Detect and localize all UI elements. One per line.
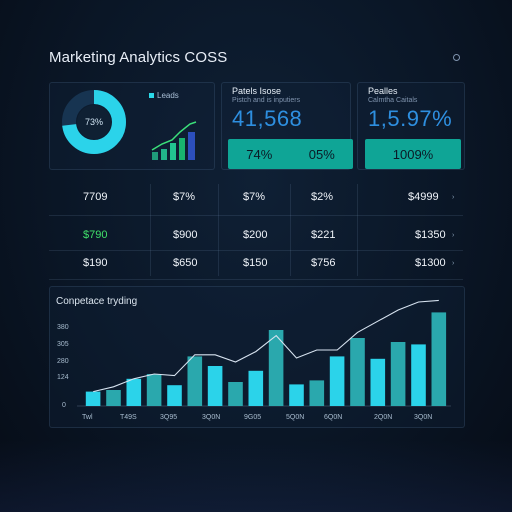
table-divider xyxy=(49,250,463,251)
legend: Leads xyxy=(149,91,179,100)
table-col-divider xyxy=(150,184,151,276)
y-tick-label: 305 xyxy=(57,341,69,348)
table-col-divider xyxy=(290,184,291,276)
table-cell: 7709 xyxy=(83,191,108,203)
table-cell: $150 xyxy=(243,257,268,269)
y-tick-label: 380 xyxy=(57,324,69,331)
table-cell: $7% xyxy=(243,191,266,203)
legend-swatch xyxy=(149,93,154,98)
trend-bar xyxy=(309,380,325,406)
trend-title: Conpetace tryding xyxy=(56,296,138,307)
y-tick-label: 0 xyxy=(62,402,66,409)
trend-bar xyxy=(207,366,223,406)
x-tick-label: 5Q0N xyxy=(286,414,305,421)
chevron-icon[interactable]: › xyxy=(452,260,455,267)
background-glow xyxy=(0,440,512,512)
donut-arc xyxy=(62,90,126,154)
trend-bar xyxy=(106,390,121,406)
table-cell: $4999 xyxy=(408,191,439,203)
donut-chart xyxy=(62,90,126,154)
kpi-1-pill-b: 05% xyxy=(308,146,335,162)
table-cell: $200 xyxy=(243,229,268,241)
mini-bar xyxy=(170,143,176,160)
x-tick-label: 2Q0N xyxy=(374,414,393,421)
trend-bar xyxy=(289,384,304,406)
x-tick-label: T49S xyxy=(120,414,137,421)
table-divider xyxy=(49,215,463,216)
table-cell: $221 xyxy=(311,229,336,241)
trend-bar xyxy=(370,358,386,406)
trend-bar xyxy=(431,312,447,406)
kpi-2-pill-a: 1009% xyxy=(392,146,434,162)
chevron-icon[interactable]: › xyxy=(452,194,455,201)
y-tick-label: 280 xyxy=(57,358,69,365)
trend-bar xyxy=(146,374,162,406)
mini-bar xyxy=(161,149,167,160)
trend-bar xyxy=(350,338,365,406)
table-cell: $756 xyxy=(311,257,336,269)
table-cell: $1350 xyxy=(415,229,446,241)
donut-center-label: 73% xyxy=(84,117,103,127)
legend-label: Leads xyxy=(157,91,179,100)
trend-bar xyxy=(248,370,264,406)
table-cell: $790 xyxy=(83,229,108,241)
trend-bar xyxy=(187,356,203,406)
kpi-2-value: 1,5.97% xyxy=(368,106,453,131)
mini-trend-line xyxy=(151,121,197,151)
mini-bar xyxy=(152,152,158,160)
x-tick-label: Twl xyxy=(82,414,93,421)
table-cell: $900 xyxy=(173,229,198,241)
trend-line xyxy=(93,299,439,393)
kpi-2-title: Pealles xyxy=(368,86,398,96)
trend-bar xyxy=(390,342,406,406)
trend-chart xyxy=(77,299,451,407)
mini-bar-chart xyxy=(151,121,197,160)
mini-bar xyxy=(188,132,195,160)
info-icon[interactable] xyxy=(453,54,460,61)
trend-bar xyxy=(411,344,426,406)
chevron-icon[interactable]: › xyxy=(452,232,455,239)
kpi-2-subtitle: Calmtha Caitals xyxy=(368,97,418,104)
table-col-divider xyxy=(218,184,219,276)
kpi-1-title: Patels Isose xyxy=(232,86,282,96)
trend-bar xyxy=(85,391,101,406)
table-cell: $190 xyxy=(83,257,108,269)
table-cell: $650 xyxy=(173,257,198,269)
y-tick-label: 124 xyxy=(57,374,69,381)
page-title: Marketing Analytics COSS xyxy=(49,49,228,66)
trend-bar xyxy=(268,330,284,406)
mini-bar xyxy=(179,138,185,160)
x-tick-label: 3Q95 xyxy=(160,414,178,421)
kpi-1-pill-a: 74% xyxy=(246,146,273,162)
trend-bar xyxy=(126,378,142,406)
x-tick-label: 9G05 xyxy=(244,414,262,421)
table-divider xyxy=(49,279,463,280)
table-col-divider xyxy=(357,184,358,276)
trend-bar xyxy=(329,356,345,406)
x-tick-label: 3Q0N xyxy=(202,414,221,421)
table-cell: $1300 xyxy=(415,257,446,269)
kpi-2-pill: 1009% xyxy=(365,139,461,169)
kpi-1-pill: 74% 05% xyxy=(228,139,353,169)
kpi-1-subtitle: Pistch and is inputiers xyxy=(232,97,301,104)
kpi-1-value: 41,568 xyxy=(232,106,303,131)
x-tick-label: 3Q0N xyxy=(414,414,433,421)
table-cell: $7% xyxy=(173,191,196,203)
x-tick-label: 6Q0N xyxy=(324,414,343,421)
table-cell: $2% xyxy=(311,191,334,203)
trend-bar xyxy=(167,385,182,406)
trend-bar xyxy=(228,382,243,406)
